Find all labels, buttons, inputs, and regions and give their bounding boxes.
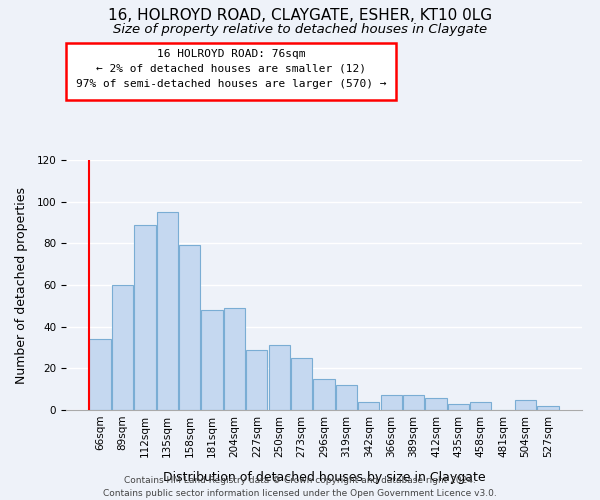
- Text: 16, HOLROYD ROAD, CLAYGATE, ESHER, KT10 0LG: 16, HOLROYD ROAD, CLAYGATE, ESHER, KT10 …: [108, 8, 492, 22]
- Bar: [246, 350, 268, 410]
- Bar: [515, 400, 536, 410]
- Bar: [336, 385, 357, 410]
- Bar: [313, 379, 335, 410]
- Bar: [448, 404, 469, 410]
- Text: Contains HM Land Registry data © Crown copyright and database right 2024.
Contai: Contains HM Land Registry data © Crown c…: [103, 476, 497, 498]
- Bar: [403, 396, 424, 410]
- Bar: [358, 402, 379, 410]
- X-axis label: Distribution of detached houses by size in Claygate: Distribution of detached houses by size …: [163, 471, 485, 484]
- Bar: [179, 246, 200, 410]
- Bar: [202, 310, 223, 410]
- Y-axis label: Number of detached properties: Number of detached properties: [15, 186, 28, 384]
- Text: Size of property relative to detached houses in Claygate: Size of property relative to detached ho…: [113, 22, 487, 36]
- Bar: [112, 285, 133, 410]
- Bar: [224, 308, 245, 410]
- Bar: [380, 396, 402, 410]
- Bar: [291, 358, 312, 410]
- Bar: [537, 406, 559, 410]
- Bar: [134, 224, 155, 410]
- Bar: [269, 346, 290, 410]
- Bar: [89, 339, 111, 410]
- Bar: [157, 212, 178, 410]
- Bar: [470, 402, 491, 410]
- Text: 16 HOLROYD ROAD: 76sqm
← 2% of detached houses are smaller (12)
97% of semi-deta: 16 HOLROYD ROAD: 76sqm ← 2% of detached …: [76, 49, 386, 88]
- Bar: [425, 398, 446, 410]
